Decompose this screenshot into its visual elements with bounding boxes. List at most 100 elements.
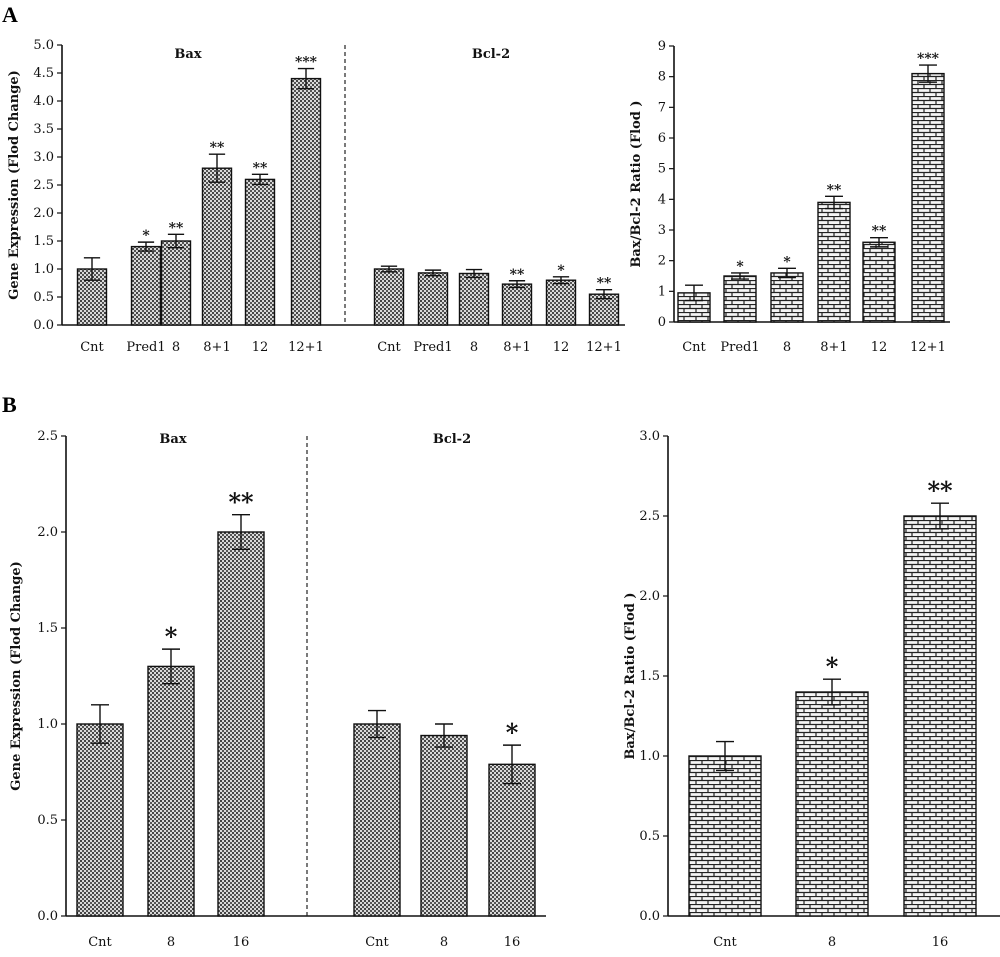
chart-b-gene-expression: 0.0 0.5 1.0 1.5 2.0 2.5 Gene Expression (Flod … bbox=[9, 429, 546, 950]
y-tick-label: 4.5 bbox=[33, 66, 54, 81]
y-tick-label: 1.5 bbox=[33, 234, 54, 249]
significance-marker: ** bbox=[253, 160, 268, 176]
y-tick-label: 0.5 bbox=[639, 829, 660, 844]
bar bbox=[501, 283, 533, 326]
x-tick-label: 8 bbox=[470, 340, 478, 355]
x-tick-label: Pred1 bbox=[720, 340, 759, 355]
bar bbox=[353, 723, 401, 917]
significance-marker: ** bbox=[927, 476, 953, 505]
y-tick-label: 0.5 bbox=[33, 290, 54, 305]
y-axis-title: Gene Expression (Flod Change) bbox=[7, 70, 22, 300]
y-tick-label: 2.5 bbox=[639, 509, 660, 524]
group-title: Bax bbox=[174, 47, 201, 62]
y-tick-label: 3.5 bbox=[33, 122, 54, 137]
panel-label-a: A bbox=[2, 2, 18, 27]
bar bbox=[147, 665, 195, 917]
x-tick-label: 12 bbox=[553, 340, 570, 355]
bar bbox=[458, 272, 490, 326]
x-tick-label: Cnt bbox=[365, 935, 389, 950]
bar bbox=[244, 178, 276, 326]
x-tick-label: 12+1 bbox=[288, 340, 324, 355]
bar bbox=[76, 723, 124, 917]
x-tick-label: 8+1 bbox=[203, 340, 230, 355]
y-axis-title: Bax/Bcl-2 Ratio (Flod ) bbox=[629, 100, 644, 267]
x-tick-label: 12 bbox=[871, 340, 888, 355]
y-tick-label: 1.0 bbox=[33, 262, 54, 277]
y-tick-label: 6 bbox=[658, 131, 666, 146]
bar bbox=[488, 763, 536, 917]
x-tick-label: 8+1 bbox=[820, 340, 847, 355]
x-tick-label: Cnt bbox=[88, 935, 112, 950]
chart-a-gene-expression: 0.0 0.5 1.0 1.5 2.0 2.5 3.0 3.5 4.0 4.5 5.0 Gene Ex… bbox=[7, 38, 625, 355]
chart-b-bax-bcl2-ratio: 0.0 0.5 1.0 1.5 2.0 2.5 3.0 Bax/Bcl-2 Ratio (Fl… bbox=[623, 429, 1000, 950]
y-tick-label: 4 bbox=[658, 192, 666, 207]
significance-marker: * bbox=[506, 718, 519, 747]
bar bbox=[723, 275, 757, 323]
y-tick-label: 3.0 bbox=[33, 150, 54, 165]
significance-marker: ** bbox=[597, 276, 612, 292]
significance-marker: ** bbox=[210, 140, 225, 156]
x-tick-label: 8 bbox=[440, 935, 448, 950]
significance-marker: *** bbox=[917, 51, 940, 67]
x-tick-label: Pred1 bbox=[126, 340, 165, 355]
significance-marker: ** bbox=[872, 224, 887, 240]
significance-marker: ** bbox=[510, 267, 525, 283]
group-title: Bcl-2 bbox=[433, 432, 471, 447]
significance-marker: ** bbox=[169, 220, 184, 236]
x-tick-label: Cnt bbox=[80, 340, 104, 355]
y-tick-label: 0.0 bbox=[37, 909, 58, 924]
bar bbox=[795, 691, 869, 917]
significance-marker: ** bbox=[228, 488, 254, 517]
bar bbox=[417, 272, 449, 326]
y-tick-label: 0 bbox=[658, 315, 666, 330]
y-tick-label: 3 bbox=[658, 223, 666, 238]
bar bbox=[160, 240, 192, 326]
y-tick-label: 0.0 bbox=[33, 318, 54, 333]
x-tick-label: 8 bbox=[167, 935, 175, 950]
x-tick-label: Cnt bbox=[713, 935, 737, 950]
x-tick-label: 16 bbox=[233, 935, 250, 950]
y-tick-label: 4.0 bbox=[33, 94, 54, 109]
y-tick-label: 8 bbox=[658, 70, 666, 85]
x-tick-label: 8 bbox=[172, 340, 180, 355]
x-tick-label: 16 bbox=[504, 935, 521, 950]
x-tick-label: 12+1 bbox=[586, 340, 622, 355]
y-tick-label: 5.0 bbox=[33, 38, 54, 53]
y-tick-label: 1.5 bbox=[639, 669, 660, 684]
y-tick-label: 3.0 bbox=[639, 429, 660, 444]
y-tick-label: 2.0 bbox=[33, 206, 54, 221]
bar bbox=[770, 272, 804, 323]
bar bbox=[130, 245, 162, 326]
significance-marker: * bbox=[826, 652, 839, 681]
x-tick-label: Cnt bbox=[377, 340, 401, 355]
significance-marker: *** bbox=[295, 55, 318, 71]
bar bbox=[817, 201, 851, 323]
y-tick-label: 2.0 bbox=[639, 589, 660, 604]
bar bbox=[76, 268, 108, 326]
y-tick-label: 2.0 bbox=[37, 525, 58, 540]
significance-marker: * bbox=[142, 228, 150, 244]
y-tick-label: 2.5 bbox=[37, 429, 58, 444]
group-title: Bcl-2 bbox=[472, 47, 510, 62]
x-tick-label: Pred1 bbox=[413, 340, 452, 355]
significance-marker: ** bbox=[827, 182, 842, 198]
y-tick-label: 7 bbox=[658, 100, 666, 115]
bar bbox=[911, 72, 945, 323]
significance-marker: * bbox=[165, 622, 178, 651]
bar bbox=[290, 77, 322, 326]
y-tick-label: 1.0 bbox=[37, 717, 58, 732]
bar bbox=[217, 531, 265, 917]
x-tick-label: 8+1 bbox=[503, 340, 530, 355]
bar bbox=[373, 268, 405, 326]
x-tick-label: 12 bbox=[252, 340, 269, 355]
significance-marker: * bbox=[736, 259, 744, 275]
x-tick-label: Cnt bbox=[682, 340, 706, 355]
y-tick-label: 2 bbox=[658, 254, 666, 269]
bar bbox=[688, 755, 762, 917]
significance-marker: * bbox=[557, 263, 565, 279]
bar bbox=[862, 241, 896, 323]
bar bbox=[903, 515, 977, 917]
bar bbox=[545, 279, 577, 326]
